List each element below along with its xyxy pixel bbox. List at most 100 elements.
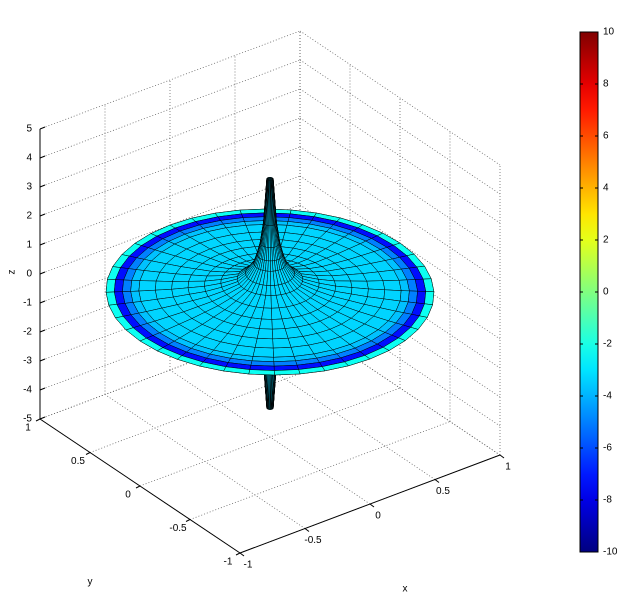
- grid-line: [299, 146, 501, 282]
- surface-patch: [366, 280, 386, 291]
- tick-mark: [39, 155, 46, 159]
- tick-mark: [85, 452, 91, 455]
- z-tick-label: -2: [23, 327, 32, 338]
- tick-mark: [135, 485, 141, 489]
- tick-mark: [39, 387, 46, 391]
- surface-patch: [416, 290, 427, 305]
- surface-patch: [259, 318, 273, 330]
- tick-mark: [434, 479, 440, 483]
- tick-mark: [39, 271, 46, 275]
- grid-line: [139, 387, 401, 487]
- x-tick-label: -1: [244, 560, 253, 571]
- y-tick-label: -0.5: [169, 523, 187, 534]
- grid-line: [299, 59, 501, 195]
- tick-mark: [39, 126, 46, 130]
- grid-line: [299, 320, 501, 456]
- grid-line: [39, 146, 301, 246]
- tick-mark: [235, 552, 241, 556]
- surface-patch: [274, 369, 301, 376]
- grid-line: [299, 30, 501, 166]
- z-tick-label: 2: [26, 211, 32, 222]
- z-tick-label: 4: [26, 153, 32, 164]
- colorbar-tick-label: -4: [603, 391, 612, 402]
- tick-mark: [39, 242, 46, 246]
- z-tick-label: 3: [26, 182, 32, 193]
- colorbar-tick-label: 0: [603, 287, 609, 298]
- y-tick-label: 0: [125, 490, 131, 501]
- surface-patch: [270, 260, 274, 272]
- surface-patch: [268, 225, 271, 248]
- z-tick-label: 5: [26, 124, 32, 135]
- z-axis-label: z: [7, 270, 18, 275]
- colorbar-tick-label: 10: [603, 27, 615, 38]
- z-tick-label: -5: [23, 414, 32, 425]
- colorbar: -10 -8 -6 -4 -2 0 2 4 6 8 10: [579, 27, 618, 558]
- surface-patch: [268, 180, 271, 226]
- surface-patch: [138, 280, 157, 292]
- surface-patch: [154, 280, 173, 291]
- surface-patch: [331, 274, 352, 282]
- tick-mark: [239, 552, 245, 557]
- tick-mark: [39, 358, 46, 362]
- tick-mark: [39, 300, 46, 304]
- tick-mark: [35, 418, 41, 422]
- surface-patch: [155, 271, 176, 282]
- y-axis-label: y: [88, 577, 93, 588]
- x-axis-label: x: [403, 584, 408, 595]
- tick-mark: [369, 503, 375, 508]
- grid-line: [299, 117, 501, 253]
- colorbar-tick-label: 4: [603, 183, 609, 194]
- surface-patch: [122, 279, 133, 292]
- surface-patch: [267, 260, 271, 272]
- surface: [105, 176, 435, 410]
- colorbar-tick-label: -8: [603, 495, 612, 506]
- colorbar-tick-label: -10: [603, 547, 618, 558]
- axis-line: [239, 454, 501, 554]
- colorbar-tick-label: 2: [603, 235, 609, 246]
- colorbar-tick-label: -2: [603, 339, 612, 350]
- z-tick-label: -1: [23, 298, 32, 309]
- surface-patch: [248, 369, 275, 376]
- z-tick-label: -4: [23, 385, 32, 396]
- colorbar-tick-label: 8: [603, 79, 609, 90]
- tick-mark: [39, 213, 46, 217]
- x-tick-label: 1: [505, 462, 511, 473]
- surface-patch: [254, 338, 274, 349]
- z-tick-label: 1: [26, 240, 32, 251]
- z-tick-label: -3: [23, 356, 32, 367]
- surface-patch: [172, 273, 192, 282]
- surface-patch: [382, 279, 402, 291]
- colorbar-tick-label: -6: [603, 443, 612, 454]
- tick-mark: [499, 454, 505, 459]
- surface-patch: [256, 328, 273, 340]
- surface-patch: [261, 307, 273, 320]
- tick-mark: [39, 416, 46, 420]
- x-tick-label: -0.5: [304, 535, 322, 546]
- surface-patch: [130, 280, 141, 292]
- y-tick-label: -1: [224, 557, 233, 568]
- tick-mark: [39, 329, 46, 333]
- tick-mark: [304, 528, 310, 532]
- surface-patch: [188, 274, 208, 282]
- x-tick-label: 0: [375, 511, 381, 522]
- y-tick-label: 1: [25, 423, 31, 434]
- x-tick-label: 0.5: [436, 486, 450, 497]
- surface-patch: [113, 279, 124, 293]
- grid-line: [299, 88, 501, 224]
- surface-patch: [271, 328, 289, 340]
- tick-mark: [185, 519, 191, 522]
- z-tick-label: 0: [26, 269, 32, 280]
- surface-patch: [407, 290, 418, 304]
- tick-mark: [39, 184, 46, 188]
- surface-patch: [272, 338, 292, 349]
- grid-line: [189, 421, 451, 520]
- surface-patch: [424, 291, 435, 306]
- surface-patch: [268, 247, 271, 262]
- surface-patch: [399, 290, 410, 303]
- grid-line: [39, 59, 301, 159]
- grid-line: [299, 291, 501, 427]
- axis-line: [39, 418, 241, 554]
- grid-line: [234, 345, 436, 480]
